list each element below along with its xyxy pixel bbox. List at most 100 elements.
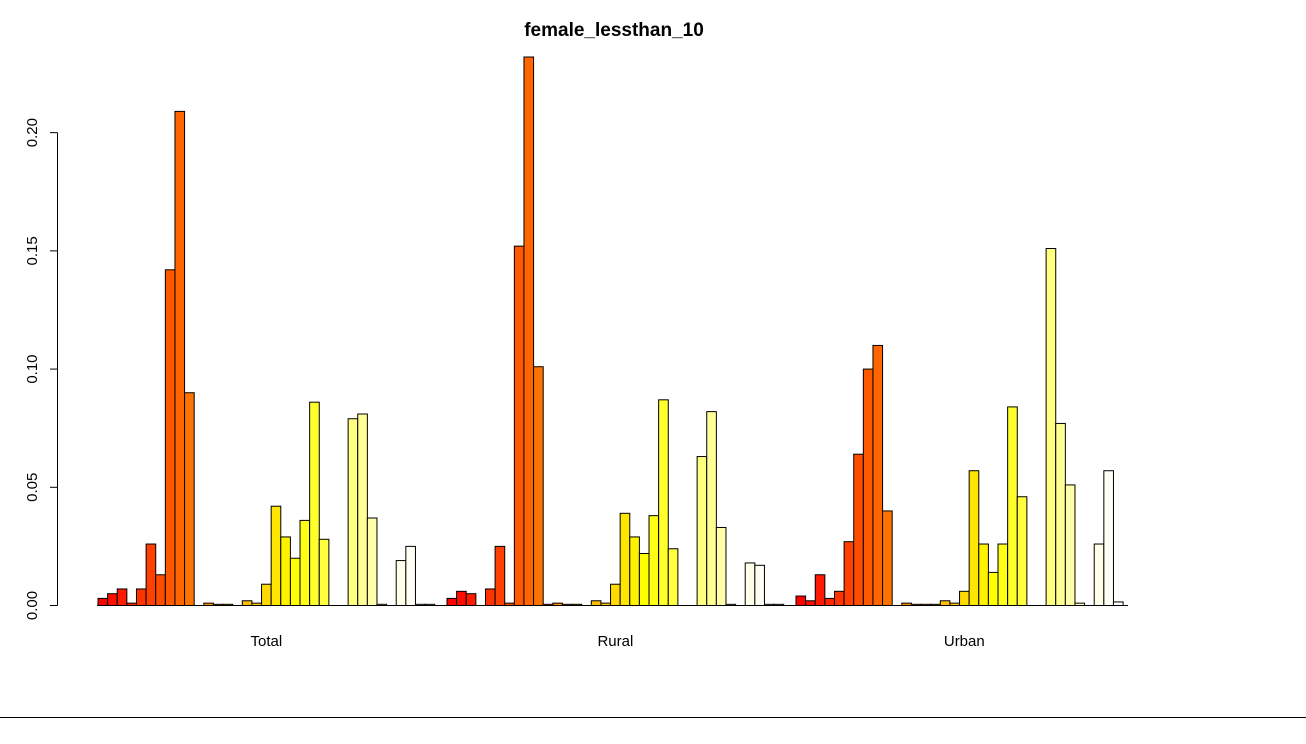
bar [862,368,874,606]
bar [107,593,118,606]
bar [939,600,951,607]
bar [910,603,922,607]
bar [261,583,272,606]
y-tick-label: 0.20 [24,118,41,147]
bar [824,597,835,606]
bar [1093,543,1105,607]
bar [920,603,932,607]
bar [212,603,224,607]
bar [1112,601,1124,607]
bar [571,603,583,607]
group-label: Total [251,633,283,650]
bar [203,602,214,607]
bar [872,344,884,606]
bar [414,603,426,607]
bar [465,593,477,606]
bar [174,110,186,606]
bar [222,603,234,607]
bar [542,603,554,607]
bar [648,515,660,606]
bar [1007,406,1018,606]
bar [715,526,727,606]
bottom-divider [0,717,1306,718]
bar [561,603,573,607]
bar [155,574,166,607]
bar [987,571,999,607]
bar [533,366,544,606]
bar [610,583,621,606]
bar [456,590,467,606]
bars-layer [97,56,1128,607]
bar [357,413,368,606]
bar [1103,470,1114,606]
bar [1064,484,1076,607]
bar [446,597,458,606]
bar [1055,422,1066,607]
bar [901,602,912,607]
bar [347,418,359,607]
y-tick-label: 0.10 [24,354,41,383]
bar [484,588,496,607]
bar [814,574,826,607]
bar [97,597,109,606]
bar [930,603,941,607]
bar [405,545,416,607]
bar [638,552,650,606]
bar [1045,248,1057,606]
bar [504,602,515,607]
y-tick-label: 0.05 [24,473,41,502]
bar [590,600,602,607]
y-tick-label: 0.00 [24,591,41,620]
bar [843,541,855,606]
bar [270,505,282,607]
chart-title: female_lessthan_10 [524,20,704,41]
bar [251,602,263,607]
bar [318,538,330,606]
bar [978,543,989,607]
bar [1074,602,1086,607]
bar [299,519,311,607]
group-label: Urban [944,633,985,650]
bar [552,602,563,607]
bar [763,603,775,607]
bar [833,590,845,606]
bar [494,545,506,607]
bar [667,548,679,607]
bar [523,56,535,606]
bar [744,562,756,607]
bar [513,245,525,606]
bar [696,456,708,606]
bar [725,603,737,607]
bar [795,595,807,606]
x-axis-labels: Total Rural Urban [251,633,985,650]
bar [629,536,640,606]
y-tick-label: 0.15 [24,236,41,265]
bar [424,603,436,607]
bar [395,560,407,607]
bar [997,543,1009,607]
bar [280,536,291,606]
bar [289,557,301,606]
bar [805,600,816,607]
bar [754,564,765,606]
bar [126,602,137,607]
group-label: Rural [597,633,633,650]
bar [853,453,864,606]
bar [1016,496,1028,606]
bar [145,543,157,607]
bar [959,590,970,606]
bar [366,517,378,607]
bar [773,603,785,607]
bar [949,602,961,607]
bar [882,510,893,606]
bar [164,269,176,606]
bar [968,470,980,606]
bar [184,392,195,606]
bar [619,512,631,606]
bar [658,399,669,606]
bar [116,588,128,607]
bar [376,603,388,607]
bar [309,401,320,606]
bar [706,411,717,606]
